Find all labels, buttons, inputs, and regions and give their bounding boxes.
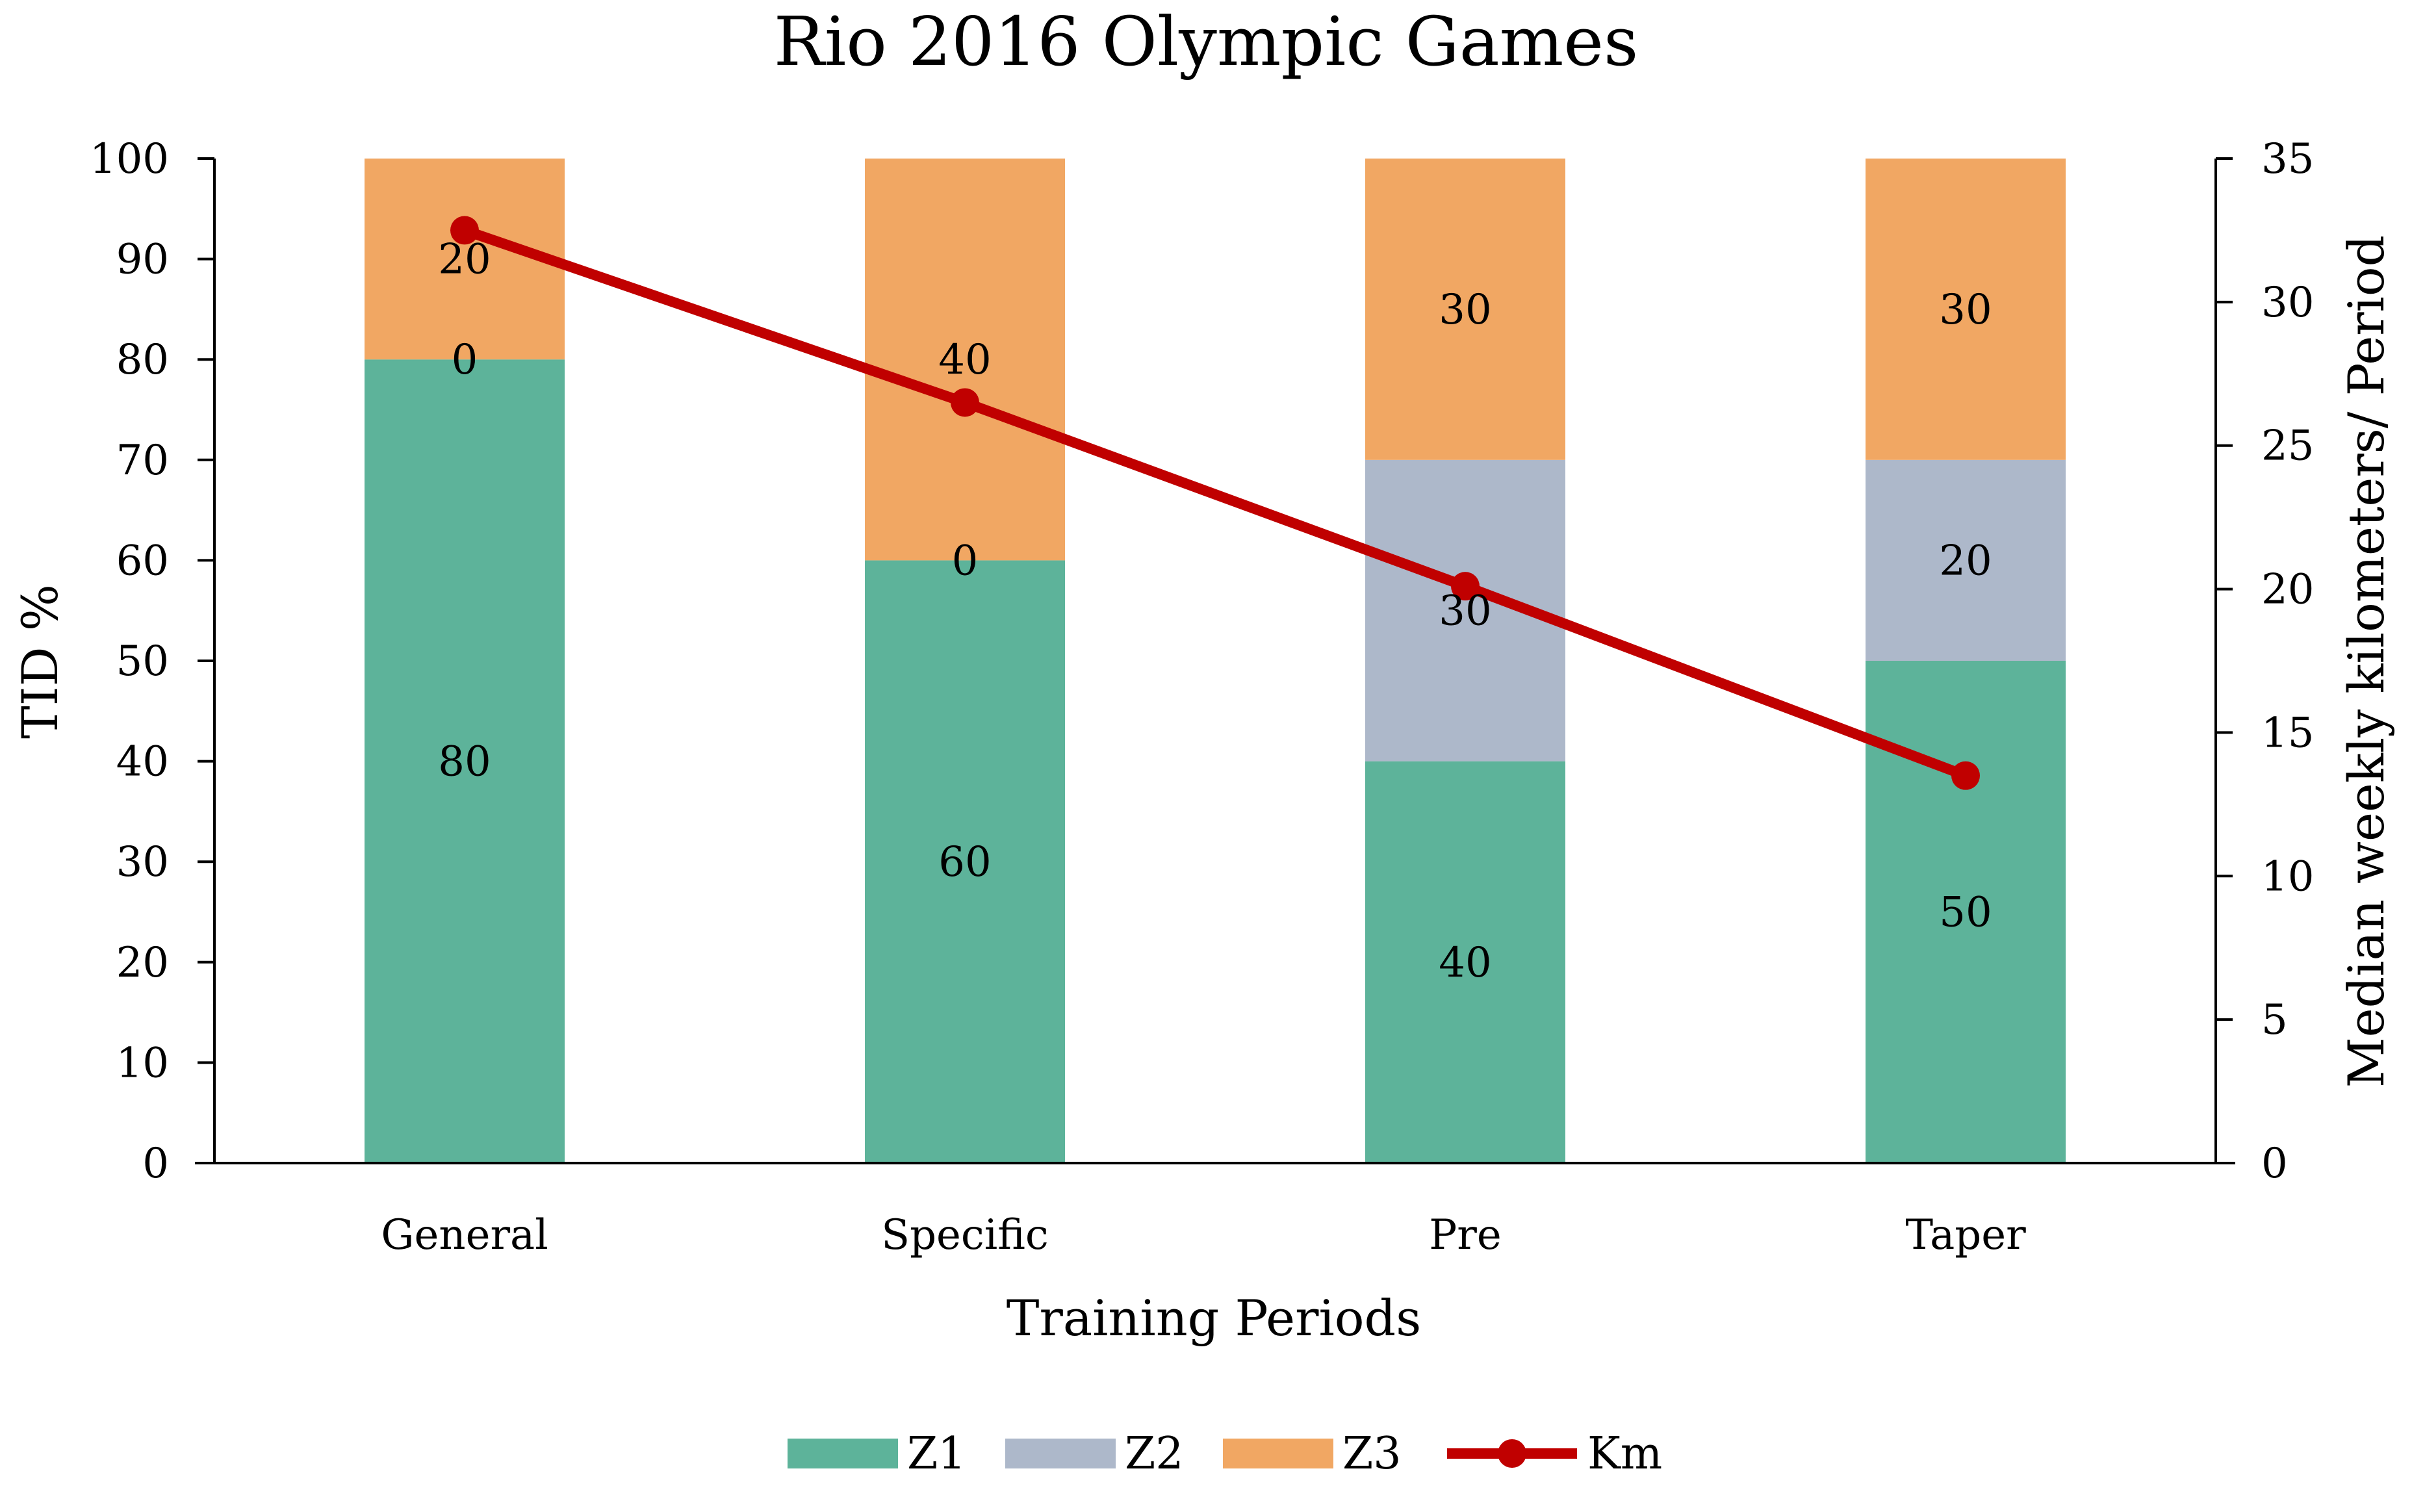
bar-z1-specific — [865, 560, 1065, 1163]
point-km-pre — [1451, 572, 1480, 601]
y2-tick-label: 35 — [2261, 135, 2314, 183]
data-label-z3-taper: 30 — [1939, 286, 1992, 334]
data-label-z3-general: 20 — [438, 236, 491, 284]
bars-layer — [365, 159, 2066, 1164]
bar-z3-pre — [1365, 159, 1565, 460]
legend-swatch-z3 — [1223, 1439, 1333, 1468]
legend-swatch-z2 — [1005, 1439, 1116, 1468]
x-tick-label: Pre — [1429, 1211, 1502, 1259]
y-tick-label: 20 — [116, 939, 169, 987]
data-label-z3-pre: 30 — [1439, 286, 1491, 334]
bar-z1-general — [365, 359, 565, 1164]
y-tick-label: 0 — [142, 1140, 169, 1188]
y-tick-label: 80 — [116, 336, 169, 384]
data-labels-layer: 80 0 20 60 0 40 40 30 30 50 20 30 — [438, 236, 1992, 987]
data-label-z2-pre: 30 — [1439, 587, 1491, 635]
point-km-specific — [951, 388, 979, 417]
data-label-z1-general: 80 — [438, 738, 491, 786]
y2-tick-label: 15 — [2261, 709, 2314, 757]
x-tick-label: Taper — [1905, 1211, 2026, 1259]
legend-label-km: Km — [1587, 1428, 1662, 1480]
bar-z1-pre — [1365, 761, 1565, 1163]
y-tick-label: 70 — [116, 437, 169, 485]
y2-tick-label: 20 — [2261, 566, 2314, 614]
x-tick-label: General — [381, 1211, 548, 1259]
bar-z2-taper — [1866, 459, 2066, 661]
data-label-z2-taper: 20 — [1939, 537, 1992, 585]
y-tick-label: 30 — [116, 838, 169, 886]
y2-tick-label: 30 — [2261, 279, 2314, 327]
y2-tick-label: 10 — [2261, 852, 2314, 901]
y2-tick-label: 0 — [2261, 1140, 2288, 1188]
x-axis-title: Training Periods — [1007, 1289, 1421, 1347]
legend-label-z1: Z1 — [907, 1428, 966, 1480]
data-label-z3-specific: 40 — [938, 336, 991, 384]
y2-axis-title: Median weekly kilometers/ Period — [2337, 235, 2395, 1088]
legend-swatch-z1 — [788, 1439, 898, 1468]
y-tick-label: 60 — [116, 537, 169, 585]
data-label-z1-taper: 50 — [1939, 889, 1992, 937]
line-km — [459, 225, 1971, 781]
y-axis-title: TID % — [11, 584, 69, 739]
data-label-z1-pre: 40 — [1439, 939, 1491, 987]
y-tick-label: 100 — [90, 135, 169, 183]
legend-label-z3: Z3 — [1342, 1428, 1402, 1480]
bar-z1-taper — [1866, 661, 2066, 1163]
data-label-z2-general: 0 — [452, 336, 478, 384]
point-km-taper — [1951, 761, 1980, 790]
y-tick-label: 40 — [116, 738, 169, 786]
chart-title: Rio 2016 Olympic Games — [774, 2, 1639, 81]
axes-layer: 0 10 20 30 40 50 60 70 80 90 100 0 5 10 15 20 25 30 35 Gene… — [90, 135, 2315, 1259]
y-tick-label: 10 — [116, 1039, 169, 1087]
legend-marker-km — [1498, 1439, 1526, 1468]
x-tick-label: Specific — [881, 1211, 1049, 1259]
data-label-z1-specific: 60 — [938, 838, 991, 886]
data-label-z2-specific: 0 — [952, 537, 979, 585]
y2-tick-label: 5 — [2261, 996, 2288, 1044]
point-km-general — [450, 216, 479, 245]
bar-z3-specific — [865, 159, 1065, 561]
y-tick-label: 90 — [116, 236, 169, 284]
legend: Z1 Z2 Z3 Km — [788, 1428, 1662, 1480]
legend-label-z2: Z2 — [1125, 1428, 1184, 1480]
bar-z3-taper — [1866, 159, 2066, 460]
bar-z3-general — [365, 159, 565, 360]
km-line-layer — [450, 216, 1980, 790]
y-tick-label: 50 — [116, 637, 169, 686]
y2-tick-label: 25 — [2261, 422, 2314, 470]
